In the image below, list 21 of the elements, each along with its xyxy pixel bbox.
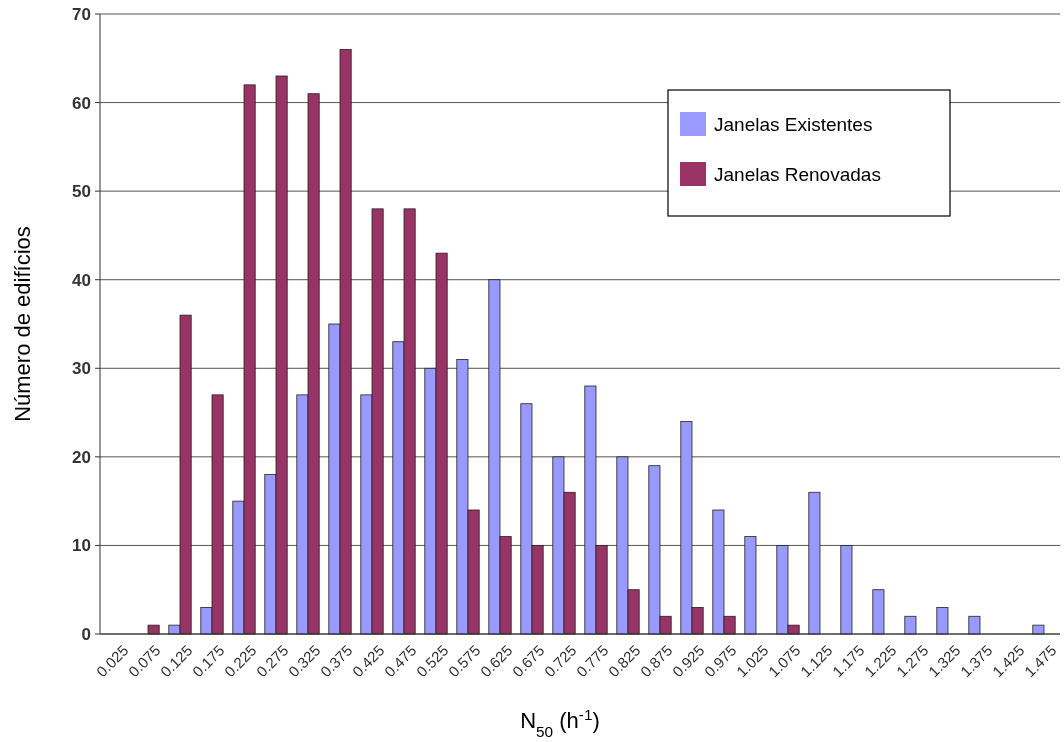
bar <box>872 589 885 635</box>
y-tick-label: 10 <box>72 536 91 556</box>
y-tick-label: 20 <box>72 447 91 467</box>
bar <box>147 624 160 635</box>
bar <box>1032 624 1045 635</box>
legend-label: Janelas Existentes <box>714 113 873 135</box>
y-tick-label: 30 <box>72 359 91 379</box>
y-tick-label: 60 <box>72 93 91 113</box>
x-axis-title: N$_{50}$ (h$^{-1}$) <box>520 705 600 740</box>
bar <box>904 615 917 635</box>
legend-label: Janelas Renovadas <box>714 163 881 185</box>
y-tick-label: 0 <box>81 624 91 644</box>
bar <box>936 607 949 635</box>
bar <box>808 491 821 635</box>
y-tick-label: 50 <box>72 182 91 202</box>
y-tick-label: 40 <box>72 270 91 290</box>
y-axis-title: Número de edifícios <box>10 226 35 422</box>
bar <box>840 545 853 635</box>
bar <box>968 615 981 635</box>
bar <box>744 536 757 635</box>
y-tick-label: 70 <box>72 4 91 24</box>
